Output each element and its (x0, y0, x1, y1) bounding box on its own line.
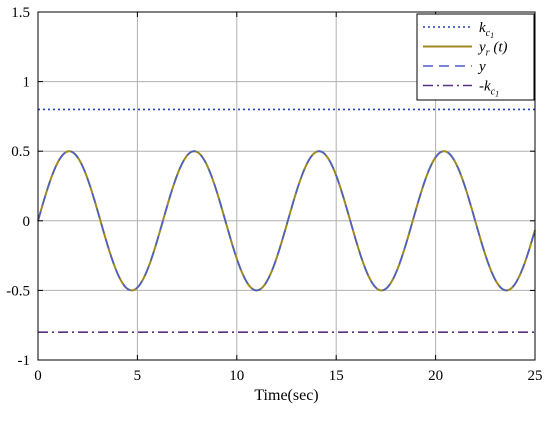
x-tick-label: 5 (134, 368, 142, 384)
series-line-y (37, 150, 536, 292)
y-tick-label: -0.5 (6, 283, 30, 299)
axis-ticks: 0 5 10 15 20 25 -1 -0.5 0 0.5 1 1.5 (6, 5, 542, 384)
x-tick-label: 10 (229, 368, 244, 384)
x-tick-label: 20 (428, 368, 443, 384)
y-tick-label: -1 (18, 353, 31, 369)
y-tick-label: 0 (23, 214, 31, 230)
legend-box (416, 13, 535, 101)
legend-label: yr (t) (477, 40, 508, 59)
x-tick-label: 25 (528, 368, 543, 384)
y-tick-label: 1.5 (11, 5, 30, 21)
legend-label: -kc1 (479, 79, 499, 99)
x-axis-title: Time(sec) (254, 387, 318, 404)
y-tick-label: 0.5 (11, 144, 30, 160)
x-tick-label: 0 (34, 368, 42, 384)
legend-label: y (477, 59, 486, 75)
plot-lines (37, 108, 536, 333)
plot-frame (37, 11, 536, 361)
legend-label: kc1 (479, 20, 494, 40)
y-tick-label: 1 (23, 75, 31, 91)
x-tick-label: 15 (329, 368, 344, 384)
